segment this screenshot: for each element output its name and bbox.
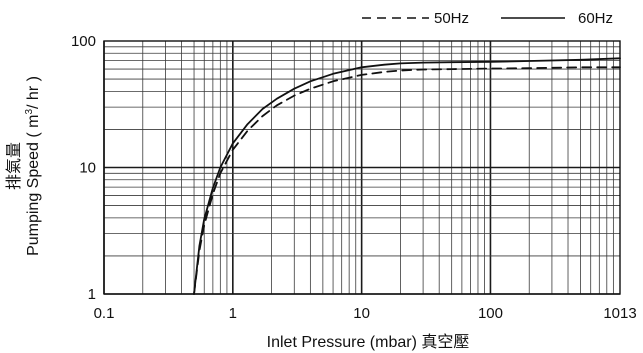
- y-tick-label: 100: [71, 33, 96, 50]
- x-tick-label: 1013: [603, 305, 636, 322]
- y-axis-title-main: Pumping Speed ( m: [25, 115, 42, 256]
- x-tick-label: 1: [229, 305, 237, 322]
- series-lines: [193, 57, 621, 295]
- plot-frame: [103, 40, 621, 295]
- y-axis-title-superscript: 3: [24, 109, 35, 115]
- x-axis-title: Inlet Pressure (mbar) 真空壓: [267, 333, 470, 351]
- y-tick-labels: 1 10 100: [71, 33, 96, 303]
- y-axis-title-end: / hr ): [25, 76, 42, 109]
- series-line-60hz: [193, 57, 621, 295]
- y-axis-cjk-group: 排氣量: [5, 142, 23, 190]
- x-tick-label: 100: [478, 305, 503, 322]
- legend-label-50hz: 50Hz: [434, 10, 469, 27]
- y-axis-title: Pumping Speed ( m3/ hr ): [24, 76, 42, 256]
- y-tick-label: 1: [88, 286, 96, 303]
- y-tick-label: 10: [79, 160, 96, 177]
- series-line-50hz: [193, 66, 621, 295]
- y-axis-title-group: Pumping Speed ( m3/ hr ): [24, 76, 42, 256]
- y-axis-title-cjk: 排氣量: [5, 142, 23, 190]
- grid: [103, 41, 620, 295]
- x-tick-labels: 0.1 1 10 100 1013: [94, 305, 637, 322]
- legend-label-60hz: 60Hz: [578, 10, 613, 27]
- x-tick-label: 10: [353, 305, 370, 322]
- legend: 50Hz 60Hz: [362, 10, 613, 27]
- x-tick-label: 0.1: [94, 305, 115, 322]
